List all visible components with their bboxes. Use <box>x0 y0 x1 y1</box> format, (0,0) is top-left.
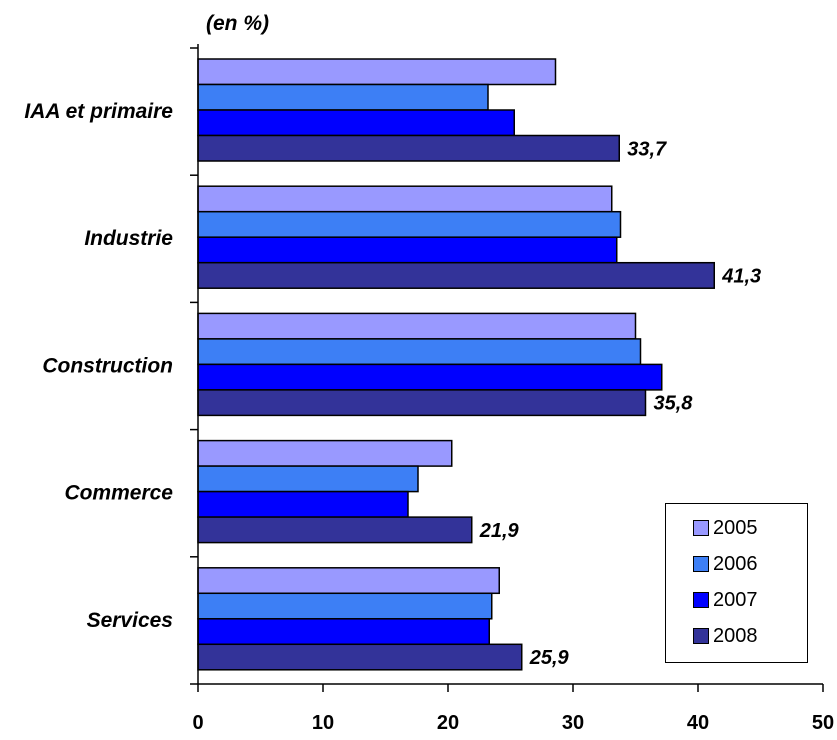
bar-iaa-et-primaire-2005 <box>197 58 557 86</box>
legend-item-2006: 2006 <box>693 552 758 576</box>
bar-construction-2007 <box>197 363 663 391</box>
legend-label: 2006 <box>713 552 758 575</box>
bar-iaa-et-primaire-2008 <box>197 134 620 162</box>
legend-swatch <box>693 520 709 536</box>
bar-industrie-2008 <box>197 261 715 289</box>
data-label: 25,9 <box>529 647 570 669</box>
x-tick-label: 30 <box>562 712 584 734</box>
bar-industrie-2005 <box>197 185 613 213</box>
data-label: 41,3 <box>721 265 761 287</box>
legend-item-2008: 2008 <box>693 624 758 648</box>
bar-industrie-2006 <box>197 210 622 238</box>
category-label: Services <box>87 609 173 632</box>
category-label: Industrie <box>84 227 173 250</box>
bar-industrie-2007 <box>197 236 618 264</box>
bar-construction-2008 <box>197 389 647 417</box>
bar-commerce-2006 <box>197 465 419 493</box>
bar-services-2008 <box>197 643 523 671</box>
legend-label: 2007 <box>713 588 758 611</box>
unit-label: (en %) <box>206 12 269 35</box>
category-label: Construction <box>42 354 173 377</box>
legend-label: 2005 <box>713 516 758 539</box>
bar-commerce-2007 <box>197 490 409 518</box>
bar-iaa-et-primaire-2007 <box>197 109 515 137</box>
data-label: 33,7 <box>627 138 667 160</box>
category-label: Commerce <box>64 482 173 505</box>
category-label: IAA et primaire <box>24 100 173 123</box>
x-tick-label: 20 <box>437 712 459 734</box>
legend-swatch <box>693 556 709 572</box>
data-label: 21,9 <box>479 520 520 542</box>
bar-services-2007 <box>197 618 490 646</box>
legend-item-2005: 2005 <box>693 516 758 540</box>
bar-iaa-et-primaire-2006 <box>197 83 489 111</box>
bar-services-2006 <box>197 592 493 620</box>
x-tick-label: 10 <box>312 712 334 734</box>
bar-commerce-2008 <box>197 516 473 544</box>
bar-construction-2005 <box>197 312 637 340</box>
legend-swatch <box>693 592 709 608</box>
bar-construction-2006 <box>197 338 642 366</box>
legend-label: 2008 <box>713 624 758 647</box>
data-label: 35,8 <box>654 393 694 415</box>
x-tick-label: 0 <box>192 712 203 734</box>
legend-swatch <box>693 628 709 644</box>
bar-services-2005 <box>197 567 500 595</box>
chart-legend: 2005 2006 2007 2008 <box>665 503 808 663</box>
bar-commerce-2005 <box>197 439 453 467</box>
x-tick-label: 40 <box>687 712 709 734</box>
x-tick-label: 50 <box>812 712 834 734</box>
legend-item-2007: 2007 <box>693 588 758 612</box>
